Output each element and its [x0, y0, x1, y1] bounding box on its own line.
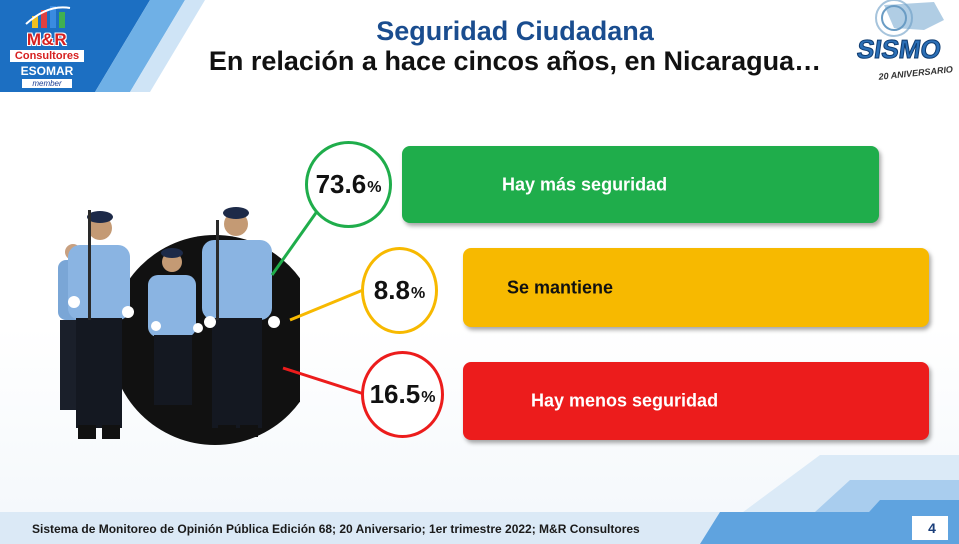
percent-value: 8.8 [373, 275, 410, 305]
page-subtitle: En relación a hace cincos años, en Nicar… [208, 46, 822, 76]
percent-sign: % [421, 388, 436, 406]
bar-label-mas-seguridad: Hay más seguridad [502, 174, 668, 194]
logo-esomar-text: ESOMAR [20, 64, 74, 78]
bar-menos-seguridad: Hay menos seguridad [463, 362, 929, 440]
svg-text:SISMO: SISMO [855, 34, 943, 64]
percent-circle-se-mantiene: 8.8% [361, 247, 438, 334]
page-number: 4 [928, 520, 936, 536]
logo-consultores-text: Consultores [10, 50, 84, 62]
percent-circle-menos-seguridad: 16.5% [361, 351, 444, 438]
percent-sign: % [367, 178, 382, 196]
logo-mr-text: M&R [26, 30, 68, 49]
percent-value: 73.6 [315, 169, 367, 199]
bar-label-se-mantiene: Se mantiene [507, 277, 614, 297]
page-title: Seguridad Ciudadana [376, 16, 654, 46]
bar-se-mantiene: Se mantiene [463, 248, 929, 327]
bar-mas-seguridad: Hay más seguridad [402, 146, 879, 223]
logo-member-text: member [22, 79, 72, 88]
mr-consultores-logo: M&R Consultores ESOMAR member [8, 2, 86, 100]
police-officers-image [58, 207, 300, 445]
bar-label-menos-seguridad: Hay menos seguridad [531, 390, 719, 411]
sismo-logo: SISMO 20 ANIVERSARIO [854, 0, 959, 90]
footer-text: Sistema de Monitoreo de Opinión Pública … [32, 522, 640, 536]
footer-band [0, 512, 959, 544]
percent-circle-mas-seguridad: 73.6% [305, 141, 392, 228]
percent-sign: % [410, 284, 426, 302]
percent-value: 16.5 [369, 379, 421, 409]
